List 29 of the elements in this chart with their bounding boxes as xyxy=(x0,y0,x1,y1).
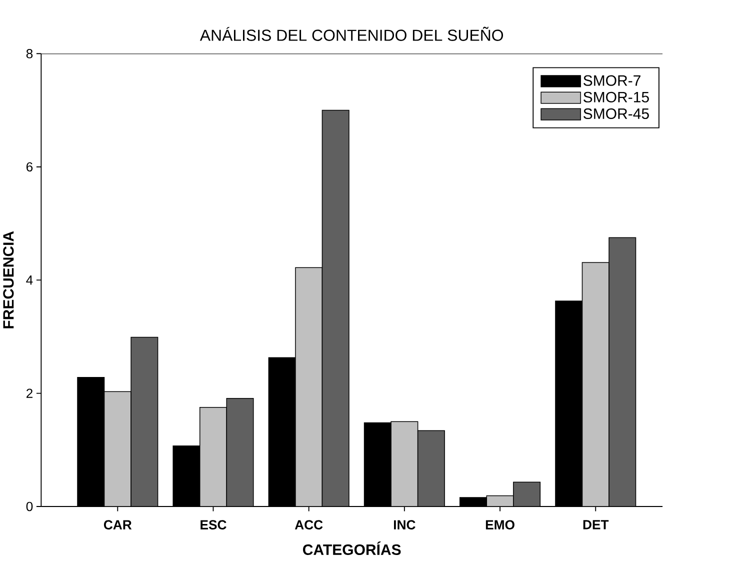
x-tick-label: ACC xyxy=(294,520,323,530)
x-tick-label: EMO xyxy=(486,520,514,530)
bar xyxy=(417,430,445,506)
bar xyxy=(390,421,418,506)
x-axis-title: CATEGORÍAS xyxy=(303,541,401,555)
x-tick-label: CAR xyxy=(104,520,132,530)
y-axis-title: FRECUENCIA xyxy=(3,231,14,328)
bar xyxy=(226,398,254,506)
legend-label: SMOR-45 xyxy=(584,108,649,119)
x-tick-label: DET xyxy=(583,520,609,530)
y-tick-label: 8 xyxy=(26,48,33,58)
bar xyxy=(295,267,323,506)
bar xyxy=(199,406,227,506)
x-tick-label: INC xyxy=(394,520,416,530)
bar xyxy=(104,391,132,506)
legend-label: SMOR-15 xyxy=(584,92,649,102)
x-tick-label: ESC xyxy=(200,520,226,530)
chart-title: ANÁLISIS DEL CONTENIDO DEL SUEÑO xyxy=(200,26,504,41)
bar xyxy=(486,496,514,506)
bar xyxy=(130,336,158,506)
bar xyxy=(608,237,636,506)
y-tick-label: 4 xyxy=(26,275,33,284)
y-tick-label: 2 xyxy=(26,388,32,398)
legend-label: SMOR-7 xyxy=(584,75,640,86)
bar xyxy=(513,482,541,506)
y-tick-label: 6 xyxy=(26,162,33,172)
y-tick-label: 0 xyxy=(26,502,33,512)
bar xyxy=(322,110,350,506)
bar xyxy=(582,262,610,506)
